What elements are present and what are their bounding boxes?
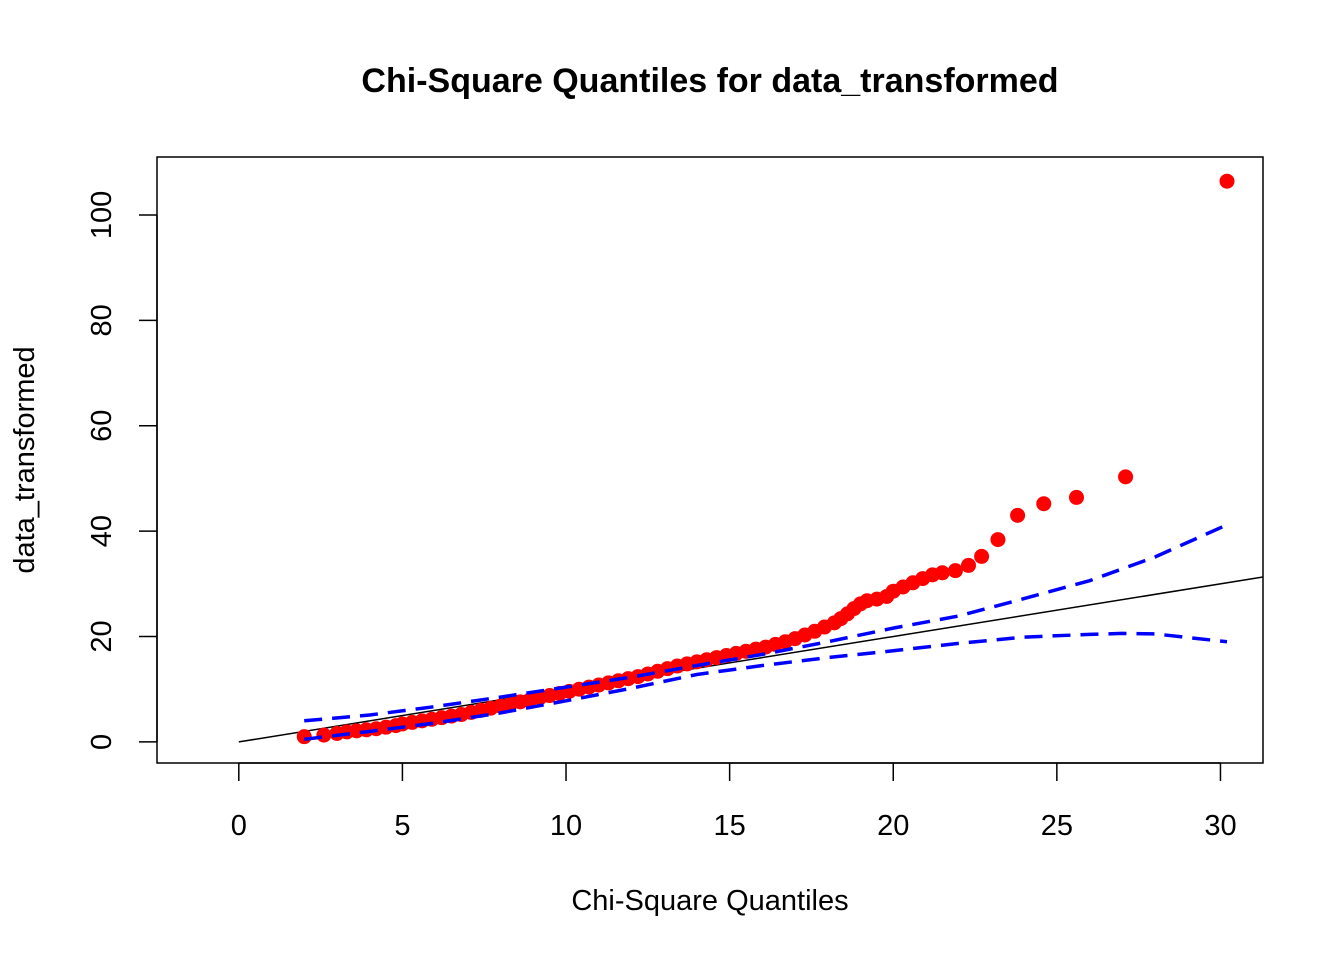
y-tick-label: 80 [86,304,118,336]
data-point [1010,507,1026,523]
chart-title: Chi-Square Quantiles for data_transforme… [361,62,1058,100]
y-tick-label: 20 [86,620,118,652]
data-point [1118,469,1134,485]
x-tick-label: 10 [550,810,582,842]
x-tick-label: 15 [714,810,746,842]
data-point [1219,173,1235,189]
data-point [990,532,1006,548]
plot-area [238,173,1263,745]
data-point [316,727,332,743]
y-tick-label: 60 [86,410,118,442]
x-tick-label: 25 [1041,810,1073,842]
plot-area-border [156,156,1264,764]
y-axis: 0 20 40 60 80 100 [86,191,158,750]
x-tick-label: 20 [877,810,909,842]
x-axis-label: Chi-Square Quantiles [571,885,848,917]
y-tick-label: 40 [86,515,118,547]
data-point [961,557,977,573]
upper-envelope-line [304,523,1228,723]
x-tick-label: 30 [1204,810,1236,842]
x-tick-label: 5 [394,810,410,842]
y-tick-label: 0 [86,734,118,750]
data-point [1036,496,1052,512]
data-point [296,729,312,745]
data-point [947,563,963,579]
y-axis-label: data_transformed [9,346,41,573]
y-tick-label: 100 [86,191,118,239]
x-axis: 0 5 10 15 20 25 30 [231,762,1237,842]
x-tick-label: 0 [231,810,247,842]
reference-line [238,576,1263,743]
data-point [974,548,990,564]
data-point [934,565,950,581]
data-point [1068,489,1084,505]
